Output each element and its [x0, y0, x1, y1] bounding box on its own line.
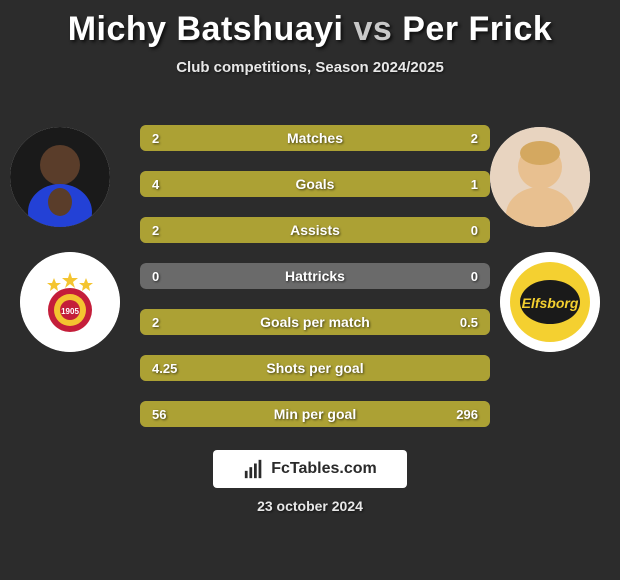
stat-bar-left: [140, 355, 490, 381]
subtitle: Club competitions, Season 2024/2025: [0, 59, 620, 76]
stat-bar-right: [196, 401, 490, 427]
stat-row: Goals41: [140, 171, 490, 197]
fctables-logo: FcTables.com: [213, 450, 407, 488]
stat-bar-left: [140, 401, 196, 427]
comparison-title: Michy Batshuayi vs Per Frick: [0, 0, 620, 49]
stat-bar-right: [420, 309, 490, 335]
stat-bar-right: [420, 171, 490, 197]
club2-logo-icon: Elfsborg: [500, 252, 600, 352]
player2-name: Per Frick: [402, 10, 552, 48]
stat-bar-left: [140, 171, 420, 197]
fctables-brand-text: FcTables.com: [271, 460, 377, 478]
player1-photo: [10, 127, 110, 227]
stat-bar-track: [140, 263, 490, 289]
player2-photo: [490, 127, 590, 227]
footer-date: 23 october 2024: [0, 498, 620, 514]
stat-row: Goals per match20.5: [140, 309, 490, 335]
svg-text:Elfsborg: Elfsborg: [522, 295, 579, 311]
player2-avatar-icon: [490, 127, 590, 227]
stat-bar-left: [140, 125, 315, 151]
club1-logo-icon: 1905: [20, 252, 120, 352]
stat-row: Hattricks00: [140, 263, 490, 289]
player2-club-logo: Elfsborg: [500, 252, 600, 352]
vs-separator: vs: [353, 10, 392, 48]
stat-row: Min per goal56296: [140, 401, 490, 427]
svg-text:1905: 1905: [61, 307, 79, 316]
stat-row: Shots per goal4.25: [140, 355, 490, 381]
stat-row: Assists20: [140, 217, 490, 243]
player1-club-logo: 1905: [20, 252, 120, 352]
stat-bar-right: [315, 125, 490, 151]
player1-name: Michy Batshuayi: [68, 10, 344, 48]
player1-avatar-icon: [10, 127, 110, 227]
stats-container: Matches22 Goals41 Assists20 Hattricks00 Goal…: [140, 125, 490, 447]
stat-bar-left: [140, 217, 490, 243]
stat-row: Matches22: [140, 125, 490, 151]
stat-bar-left: [140, 309, 420, 335]
chart-icon: [243, 458, 265, 480]
